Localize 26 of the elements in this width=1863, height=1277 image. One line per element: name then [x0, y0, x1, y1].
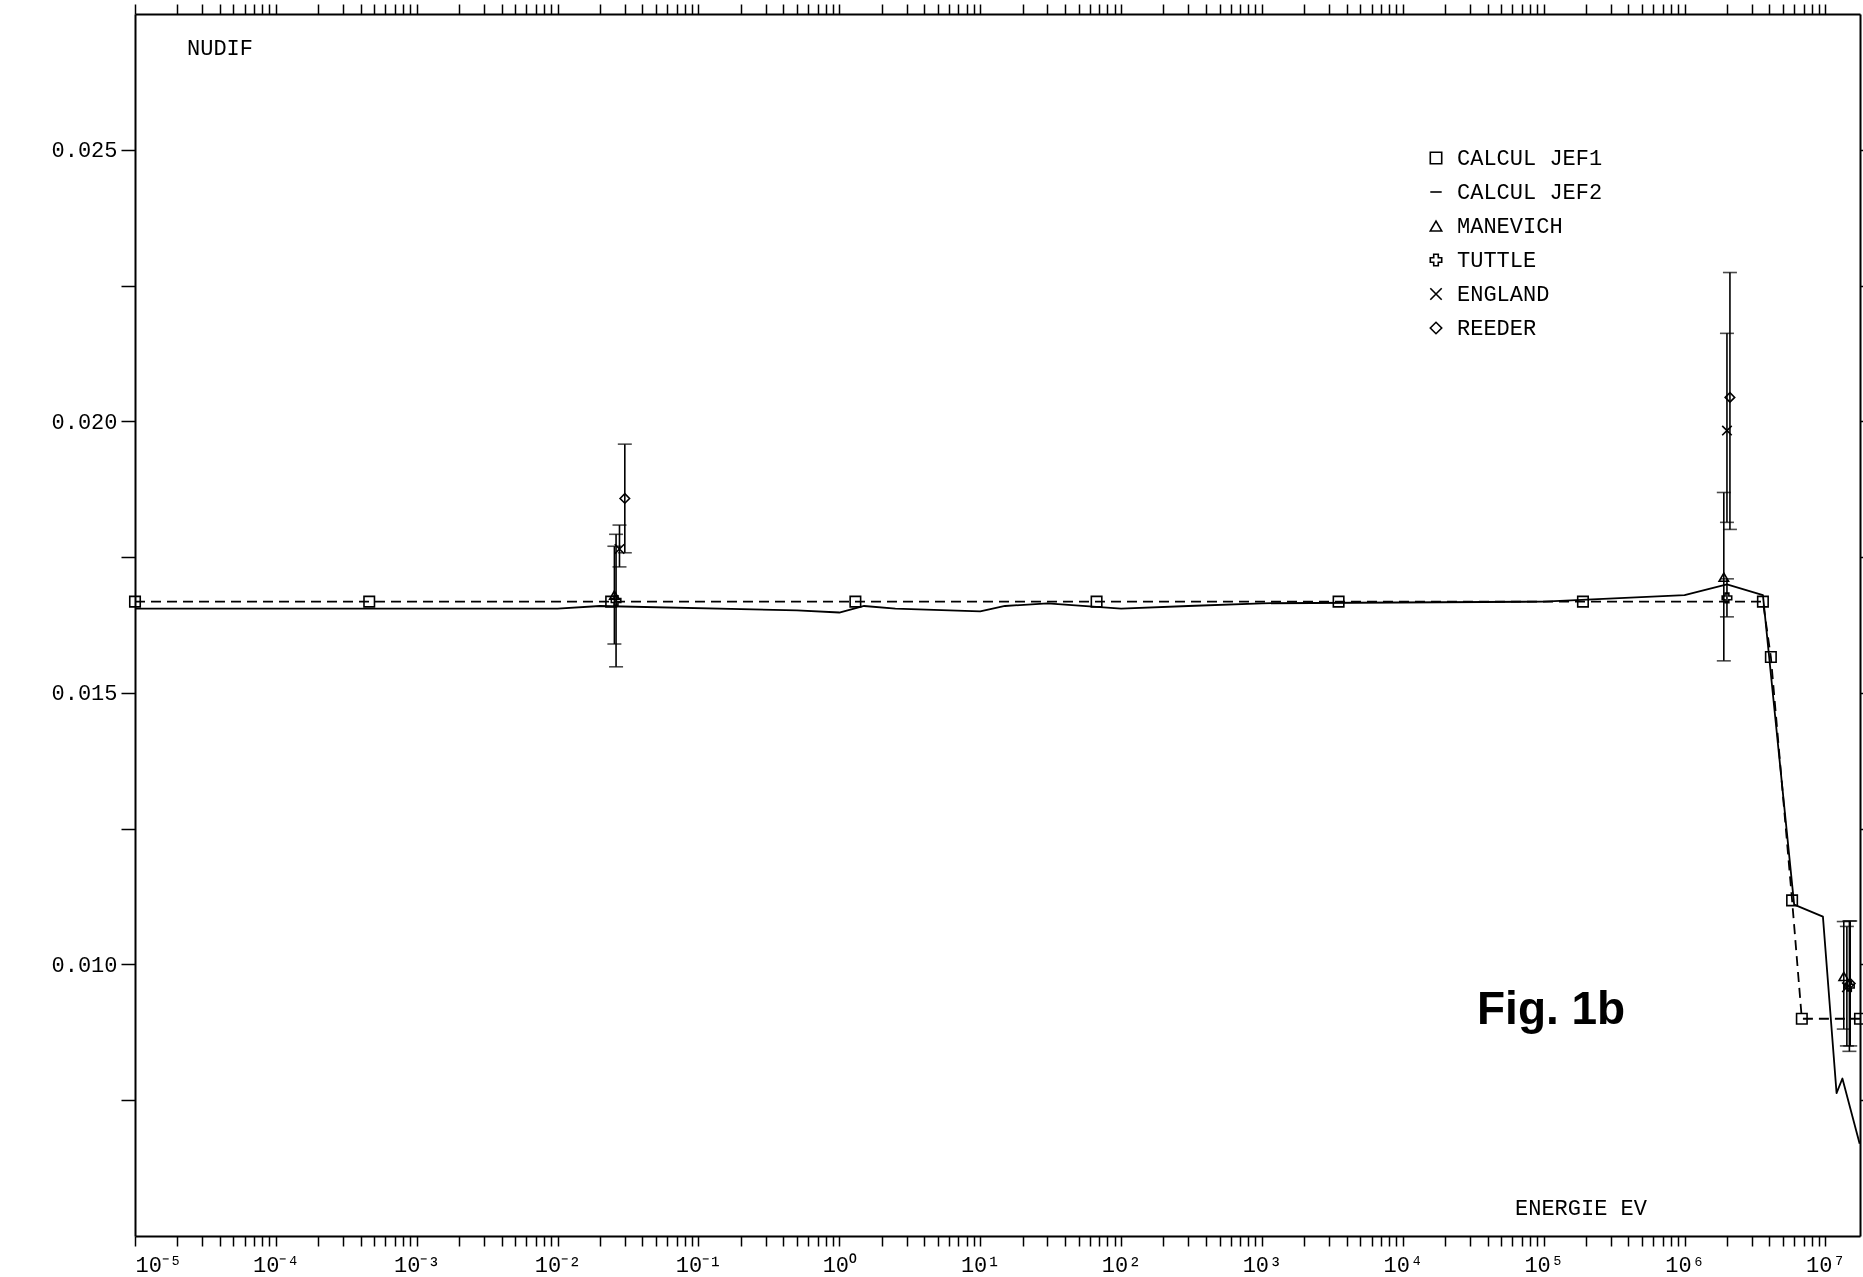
x-tick-label: 10⁻²	[534, 1253, 582, 1277]
legend-label: MANEVICH	[1457, 215, 1563, 240]
legend-label: REEDER	[1457, 317, 1537, 342]
legend-label: ENGLAND	[1457, 283, 1550, 308]
x-tick-label: 10⁻¹	[675, 1253, 723, 1277]
y-axis-title: NUDIF	[187, 37, 254, 62]
legend-label: TUTTLE	[1457, 249, 1537, 274]
x-tick-label: 10²	[1101, 1253, 1142, 1277]
x-tick-label: 10⁴	[1383, 1253, 1424, 1277]
legend-label: CALCUL JEF1	[1457, 147, 1603, 172]
annotation: Fig. 1b	[1477, 982, 1626, 1034]
y-tick-label: 0.015	[51, 682, 118, 708]
x-tick-label: 10¹	[960, 1253, 1001, 1277]
x-tick-label: 10⁻⁴	[253, 1253, 300, 1277]
y-tick-label: 0.025	[51, 139, 118, 165]
x-tick-label: 10⁶	[1665, 1253, 1705, 1277]
x-tick-label: 10³	[1242, 1253, 1283, 1277]
x-tick-label: 10⁷	[1806, 1253, 1846, 1277]
legend-label: CALCUL JEF2	[1457, 181, 1603, 206]
x-tick-label: 10⁰	[822, 1252, 858, 1277]
x-axis-title: ENERGIE EV	[1515, 1197, 1648, 1222]
x-tick-label: 10⁻⁵	[135, 1253, 183, 1277]
y-tick-label: 0.010	[51, 953, 118, 979]
x-tick-label: 10⁵	[1524, 1253, 1564, 1277]
x-tick-label: 10⁻³	[393, 1253, 441, 1277]
y-tick-label: 0.020	[51, 410, 118, 436]
